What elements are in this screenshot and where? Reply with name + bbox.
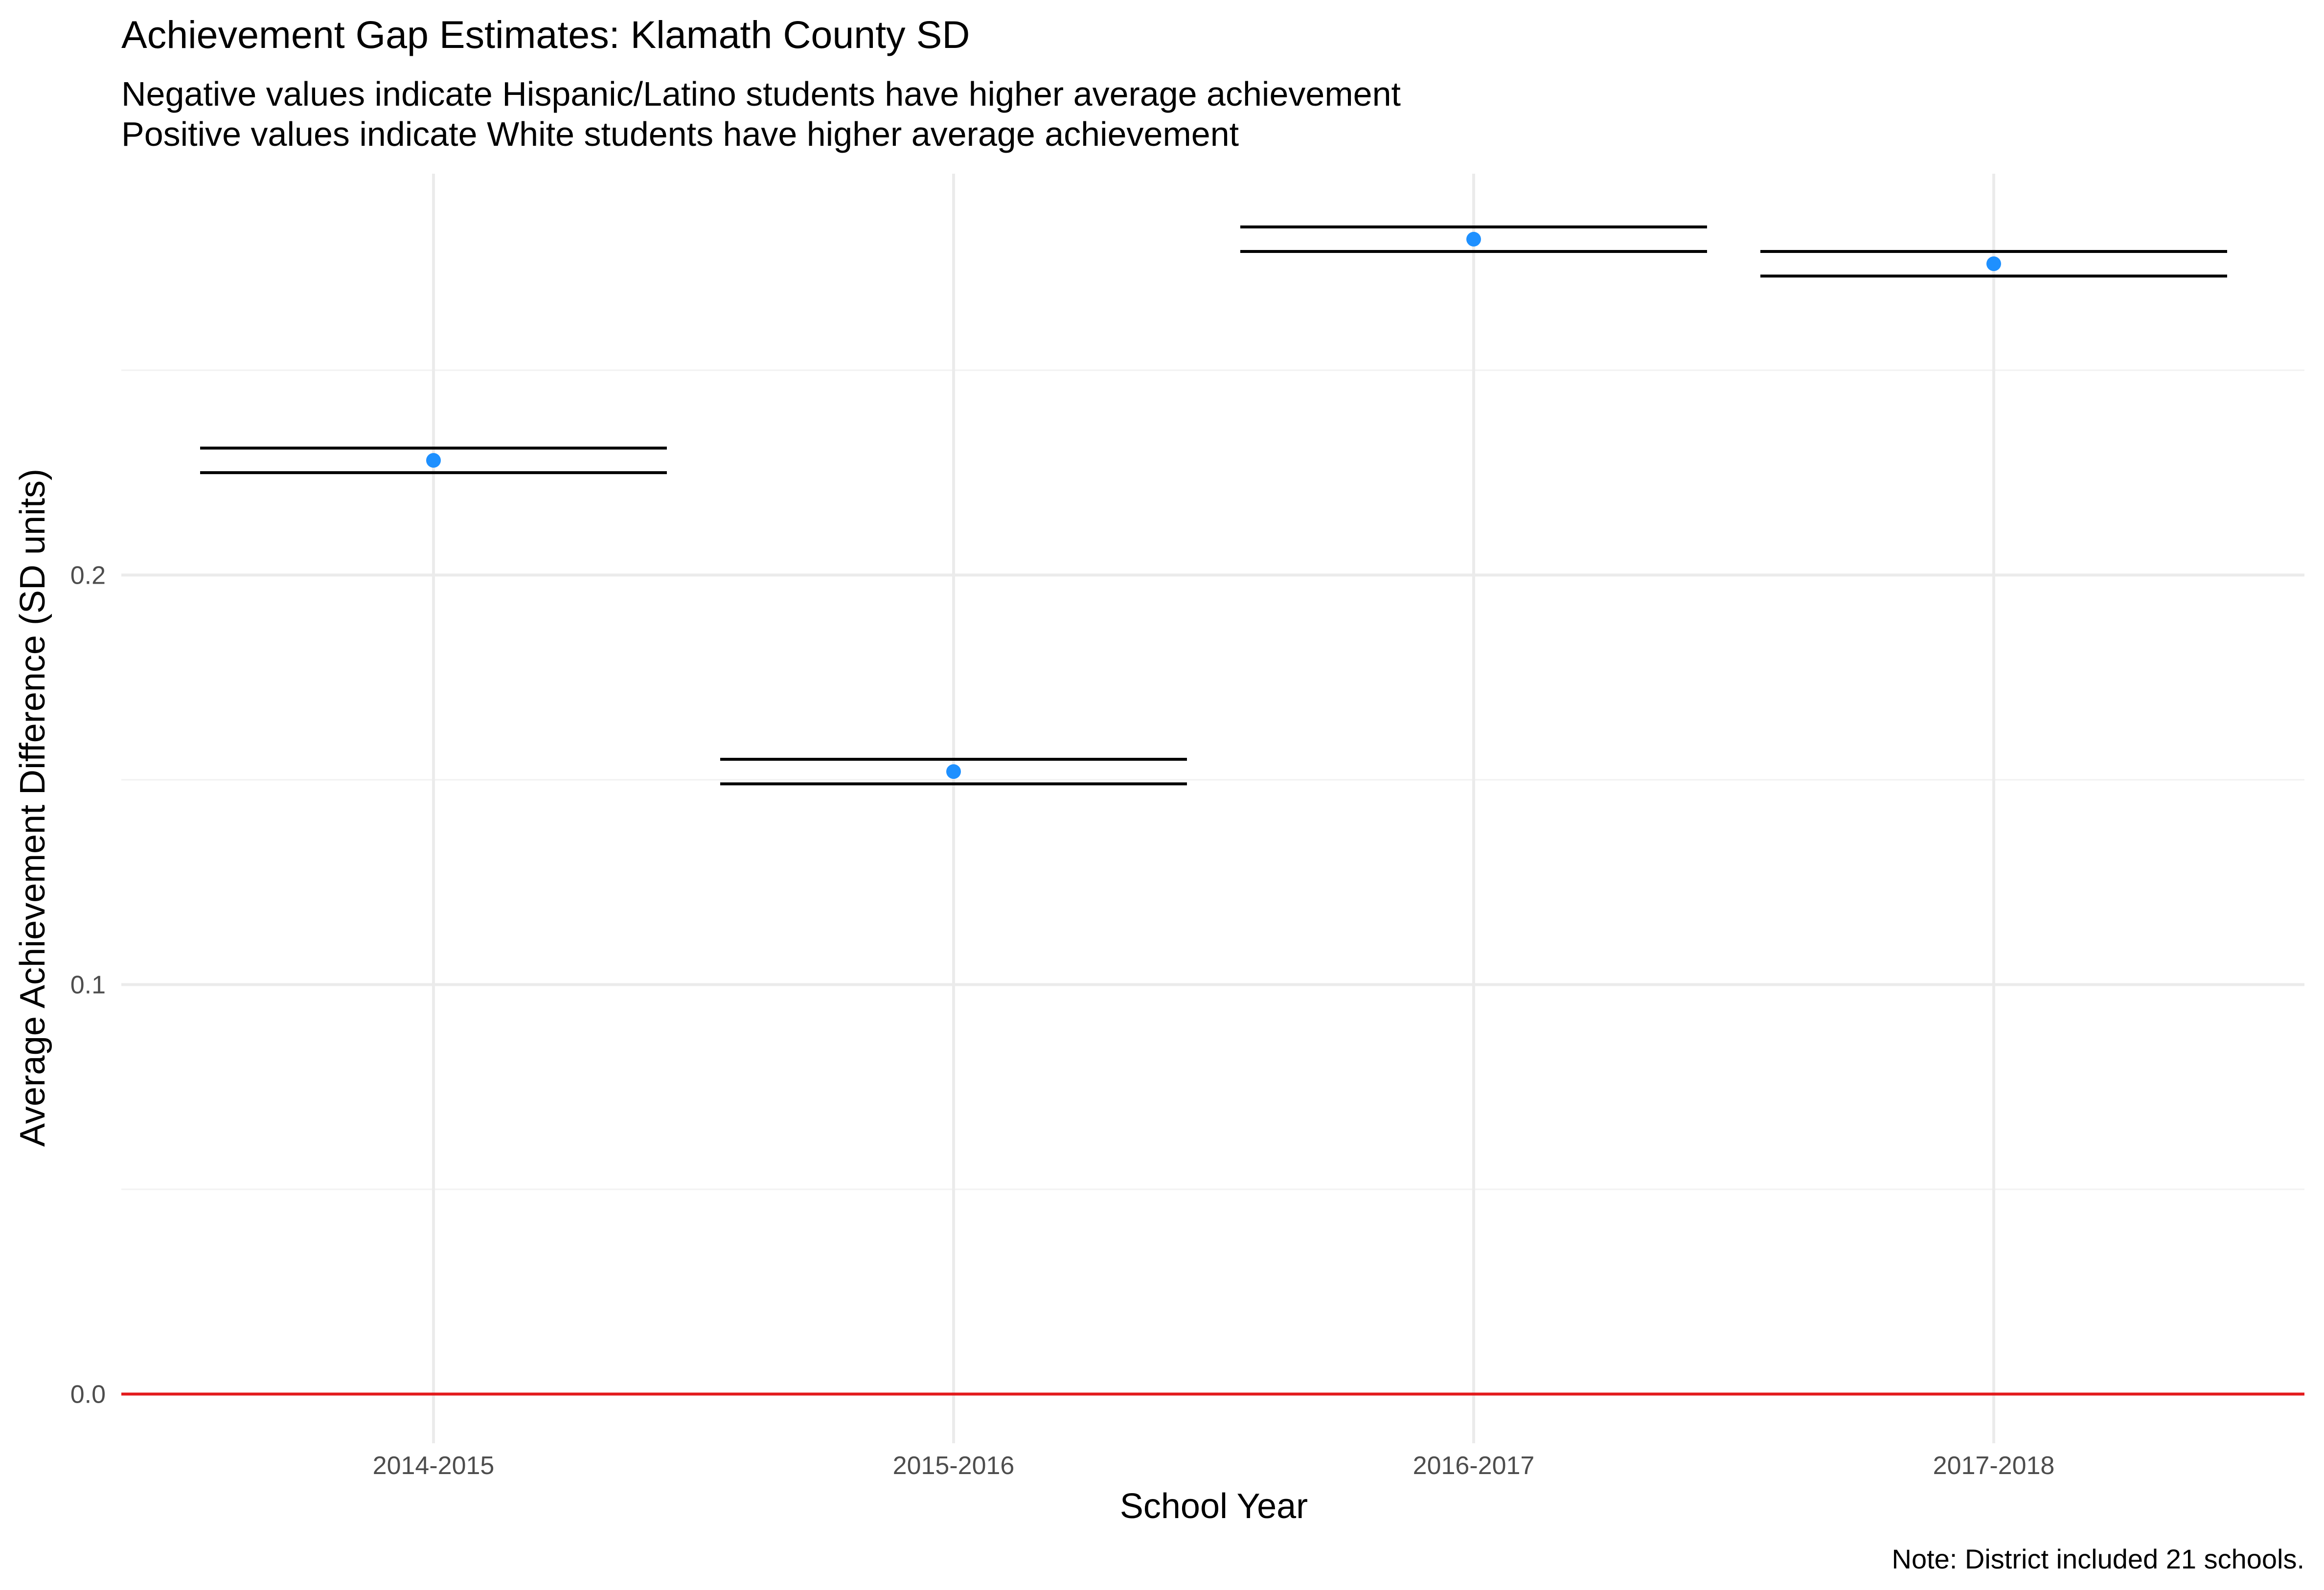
data-point-1 <box>946 764 961 779</box>
x-tick-label-1: 2015-2016 <box>893 1452 1015 1480</box>
data-points <box>426 231 2001 779</box>
x-tick-label-2: 2016-2017 <box>1413 1452 1535 1480</box>
data-point-2 <box>1466 231 1481 247</box>
y-axis-title: Average Achievement Difference (SD units… <box>13 469 52 1147</box>
data-point-0 <box>426 453 441 468</box>
x-tick-label-3: 2017-2018 <box>1933 1452 2055 1480</box>
grid <box>121 174 2304 1443</box>
chart-caption: Note: District included 21 schools. <box>1892 1544 2305 1574</box>
x-tick-label-0: 2014-2015 <box>373 1452 495 1480</box>
chart-subtitle-line-2: Positive values indicate White students … <box>121 115 1239 153</box>
x-axis-title: School Year <box>1120 1487 1308 1526</box>
y-tick-label-1: 0.1 <box>70 971 106 999</box>
y-tick-label-0: 0.0 <box>70 1381 106 1409</box>
chart-title: Achievement Gap Estimates: Klamath Count… <box>121 13 970 56</box>
y-axis-tick-labels: 0.0 0.1 0.2 <box>70 561 106 1408</box>
x-axis-tick-labels: 2014-2015 2015-2016 2016-2017 2017-2018 <box>373 1452 2055 1480</box>
error-bars <box>200 225 2227 786</box>
y-tick-label-2: 0.2 <box>70 561 106 590</box>
chart-subtitle-line-1: Negative values indicate Hispanic/Latino… <box>121 75 1401 113</box>
data-point-3 <box>1986 256 2001 272</box>
